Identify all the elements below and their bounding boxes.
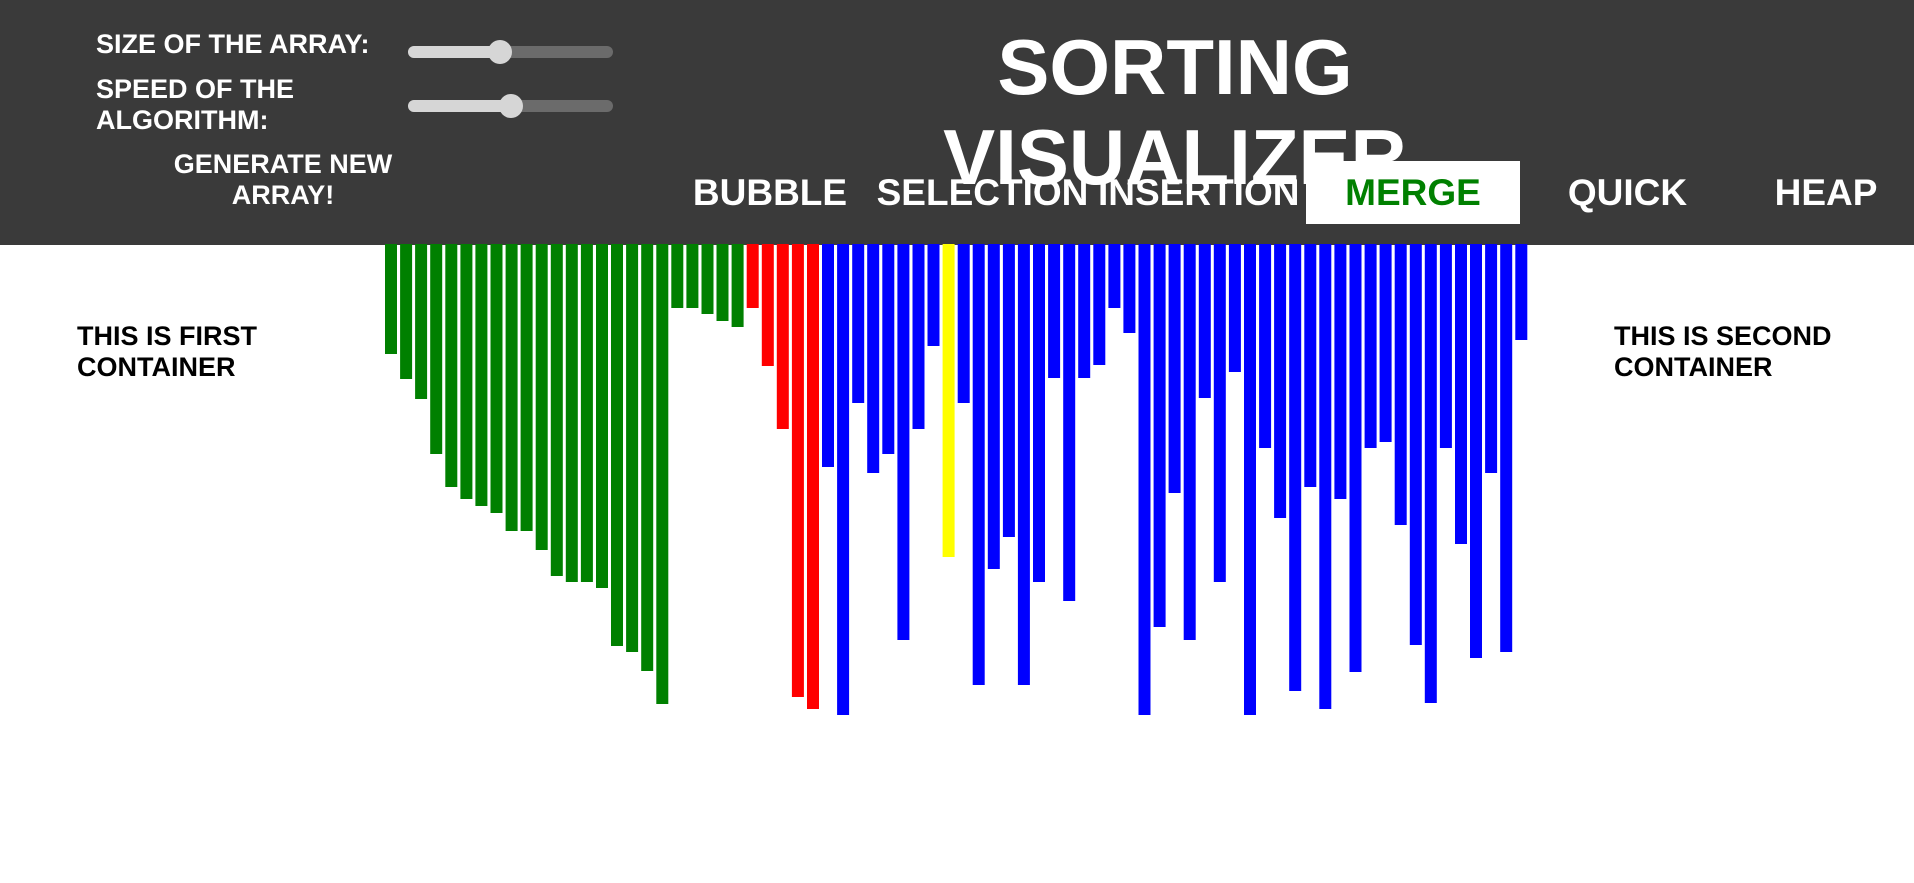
- array-bar: [791, 244, 804, 697]
- quick-sort-button[interactable]: QUICK: [1567, 172, 1688, 213]
- array-bar: [1138, 244, 1151, 715]
- array-bar: [1304, 244, 1317, 487]
- array-bar: [1063, 244, 1076, 601]
- array-bar: [1470, 244, 1482, 658]
- array-bar: [1394, 244, 1407, 525]
- array-bar: [1244, 244, 1256, 715]
- array-bar: [445, 244, 458, 487]
- header-bar: SIZE OF THE ARRAY: SPEED OF THE ALGORITH…: [0, 0, 1914, 245]
- array-bar: [957, 244, 970, 403]
- array-bar: [1093, 244, 1106, 365]
- merge-sort-button[interactable]: MERGE: [1306, 161, 1520, 224]
- array-bar: [822, 244, 834, 467]
- array-bar: [761, 244, 774, 366]
- array-size-label: SIZE OF THE ARRAY:: [96, 29, 370, 59]
- array-bar: [837, 244, 850, 715]
- array-bar: [867, 244, 880, 473]
- array-bar: [942, 244, 955, 557]
- second-container-text: THIS IS SECOND CONTAINER: [1614, 321, 1832, 382]
- array-bar: [580, 244, 593, 582]
- array-bar: [596, 244, 608, 588]
- array-bar: [1017, 244, 1030, 685]
- array-bar: [807, 244, 819, 709]
- array-bar: [1379, 244, 1392, 442]
- array-bar: [1213, 244, 1226, 582]
- array-bar: [1289, 244, 1302, 691]
- array-bar: [1228, 244, 1241, 372]
- array-bar: [1334, 244, 1347, 499]
- algorithm-speed-slider[interactable]: [408, 94, 613, 118]
- array-bar: [1424, 244, 1437, 703]
- array-bar: [1439, 244, 1452, 448]
- array-bar: [1153, 244, 1166, 627]
- array-bar: [656, 244, 669, 704]
- array-bar: [1198, 244, 1211, 398]
- array-bar: [1409, 244, 1422, 645]
- array-bar: [430, 244, 443, 454]
- array-bar: [535, 244, 548, 550]
- heap-sort-button[interactable]: HEAP: [1774, 172, 1878, 213]
- array-bar: [1319, 244, 1332, 709]
- array-bar: [520, 244, 533, 531]
- array-bar: [882, 244, 895, 454]
- array-bar: [897, 244, 910, 640]
- array-bar: [565, 244, 578, 582]
- array-bar: [746, 244, 759, 308]
- array-bar: [611, 244, 623, 646]
- array-bar: [686, 244, 699, 308]
- first-container-text: THIS IS FIRST CONTAINER: [77, 321, 258, 382]
- array-bar: [626, 244, 639, 652]
- array-bar: [1274, 244, 1287, 518]
- array-bar: [1455, 244, 1467, 544]
- array-bar: [671, 244, 684, 308]
- array-bar: [1108, 244, 1121, 308]
- algorithm-speed-label: SPEED OF THE ALGORITHM:: [96, 74, 295, 135]
- bubble-sort-button[interactable]: BUBBLE: [692, 172, 848, 213]
- array-bar: [731, 244, 744, 327]
- array-bar: [490, 244, 503, 513]
- array-bar: [1002, 244, 1015, 537]
- array-bar: [400, 244, 413, 379]
- array-size-slider-thumb[interactable]: [488, 40, 513, 64]
- array-bar: [1183, 244, 1196, 640]
- array-bar: [927, 244, 940, 346]
- array-bar: [1078, 244, 1091, 378]
- array-bar: [1033, 244, 1045, 582]
- array-bar: [641, 244, 654, 671]
- array-bar: [1048, 244, 1061, 378]
- insertion-sort-button[interactable]: INSERTION: [1098, 172, 1300, 213]
- array-bar: [716, 244, 729, 321]
- array-bar: [415, 244, 428, 399]
- array-bar: [460, 244, 473, 499]
- array-bar: [550, 244, 563, 576]
- array-bar: [1364, 244, 1377, 448]
- array-bar: [972, 244, 985, 685]
- array-bar: [1349, 244, 1362, 672]
- array-size-slider-fill: [408, 46, 501, 58]
- array-bar: [912, 244, 925, 429]
- algorithm-speed-slider-fill: [408, 100, 511, 112]
- array-size-slider[interactable]: [408, 40, 613, 64]
- array-bar: [385, 244, 397, 354]
- array-bar: [1515, 244, 1528, 340]
- array-bar: [505, 244, 518, 531]
- array-bar: [987, 244, 1000, 569]
- selection-sort-button[interactable]: SELECTION: [876, 172, 1089, 213]
- array-bar: [475, 244, 488, 506]
- array-bar: [1123, 244, 1136, 333]
- array-bar: [1259, 244, 1272, 448]
- array-bar: [701, 244, 714, 314]
- generate-new-array-button[interactable]: GENERATE NEW ARRAY!: [173, 149, 393, 210]
- array-bar: [852, 244, 865, 403]
- array-bar: [776, 244, 789, 429]
- array-bar: [1168, 244, 1181, 493]
- array-bar: [1500, 244, 1513, 652]
- algorithm-speed-slider-thumb[interactable]: [498, 94, 523, 118]
- array-bar: [1485, 244, 1498, 473]
